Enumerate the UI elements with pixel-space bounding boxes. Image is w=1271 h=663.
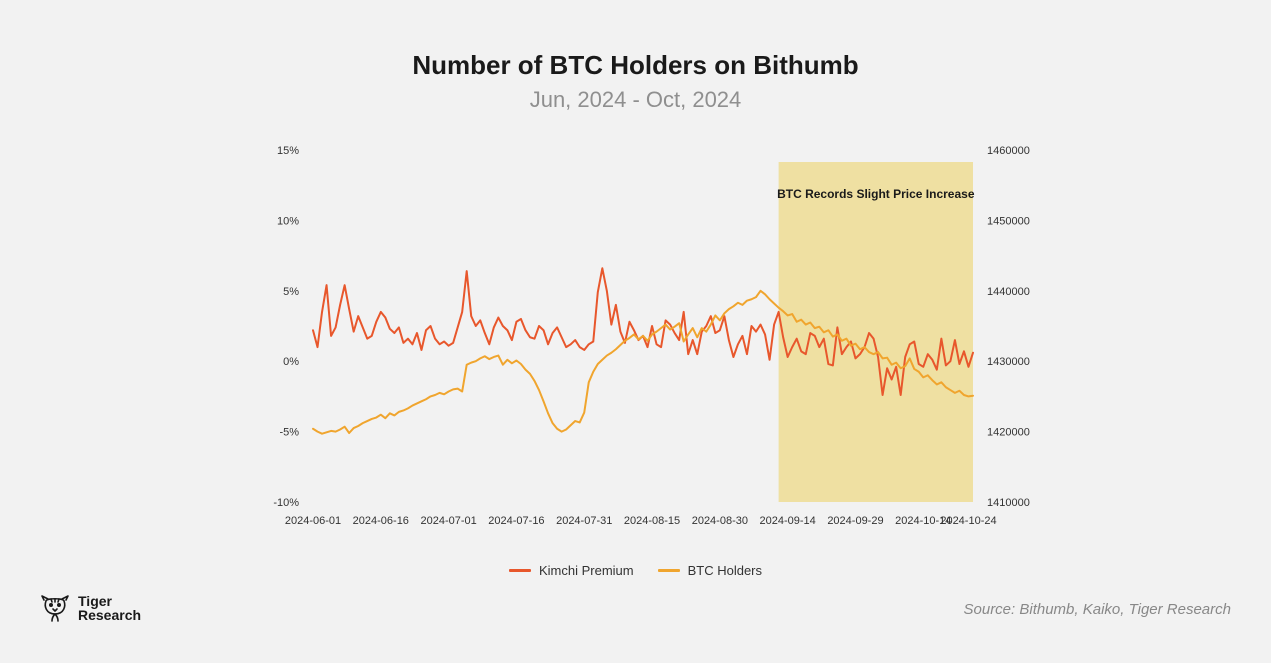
y-right-tick: 1460000	[987, 145, 1030, 157]
x-tick: 2024-09-29	[827, 515, 883, 527]
x-tick: 2024-08-15	[624, 515, 680, 527]
legend-item: BTC Holders	[658, 563, 762, 578]
y-right-tick: 1420000	[987, 427, 1030, 439]
y-right-tick: 1410000	[987, 497, 1030, 509]
y-left-tick: -10%	[273, 497, 299, 509]
x-tick: 2024-06-01	[285, 515, 341, 527]
brand-logo: Tiger Research	[40, 594, 141, 623]
x-tick: 2024-07-16	[488, 515, 544, 527]
legend-label: Kimchi Premium	[539, 563, 634, 578]
y-right-tick: 1450000	[987, 215, 1030, 227]
x-tick: 2024-07-01	[420, 515, 476, 527]
tiger-icon	[40, 594, 70, 622]
y-left-tick: -5%	[279, 427, 299, 439]
chart-area: BTC Records Slight Price Increase -10% -5%…	[275, 150, 1015, 530]
y-right-tick: 1430000	[987, 356, 1030, 368]
chart-svg: BTC Records Slight Price Increase -10% -5%…	[275, 150, 1015, 530]
highlight-band	[779, 162, 973, 502]
titles: Number of BTC Holders on Bithumb Jun, 20…	[0, 50, 1271, 113]
brand-text: Tiger Research	[78, 594, 141, 623]
chart-subtitle: Jun, 2024 - Oct, 2024	[0, 87, 1271, 113]
x-tick: 2024-07-31	[556, 515, 612, 527]
x-tick: 2024-09-14	[760, 515, 816, 527]
brand-line1: Tiger	[78, 594, 141, 609]
chart-title: Number of BTC Holders on Bithumb	[0, 50, 1271, 81]
chart-page: Number of BTC Holders on Bithumb Jun, 20…	[0, 0, 1271, 663]
y-left-tick: 10%	[277, 215, 299, 227]
x-tick: 2024-06-16	[353, 515, 409, 527]
brand-line2: Research	[78, 608, 141, 623]
source-text: Source: Bithumb, Kaiko, Tiger Research	[964, 601, 1232, 618]
legend-item: Kimchi Premium	[509, 563, 634, 578]
x-tick: 2024-10-24	[940, 515, 996, 527]
y-left-tick: 15%	[277, 145, 299, 157]
y-left-tick: 0%	[283, 356, 299, 368]
legend-label: BTC Holders	[688, 563, 762, 578]
highlight-label: BTC Records Slight Price Increase	[777, 187, 975, 201]
legend-swatch	[658, 569, 680, 572]
y-left-tick: 5%	[283, 286, 299, 298]
x-tick: 2024-08-30	[692, 515, 748, 527]
y-right-tick: 1440000	[987, 286, 1030, 298]
legend: Kimchi Premium BTC Holders	[0, 560, 1271, 578]
legend-swatch	[509, 569, 531, 572]
